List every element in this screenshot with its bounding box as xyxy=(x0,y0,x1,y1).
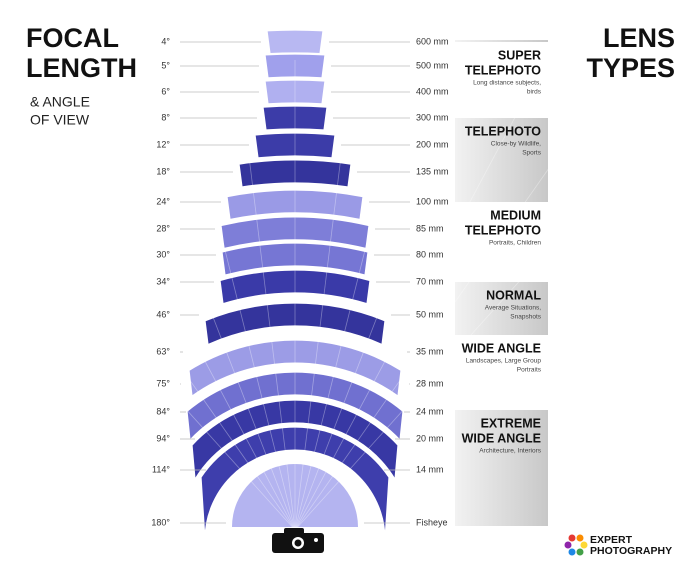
lens-desc: Landscapes, Large Group xyxy=(466,358,542,365)
side-title: LENS xyxy=(603,23,675,53)
angle-label: 18° xyxy=(156,166,170,176)
fan-band xyxy=(221,242,369,276)
fan-band xyxy=(200,426,390,541)
subtitle: & ANGLE xyxy=(30,94,90,110)
lens-name: EXTREME xyxy=(481,416,541,430)
lens-desc: Sports xyxy=(522,150,542,157)
fan-ray xyxy=(237,63,296,531)
fan-band xyxy=(238,159,352,188)
fan-band xyxy=(262,105,328,131)
fan-ray xyxy=(72,114,296,531)
focal-label: 70 mm xyxy=(416,276,444,286)
fan-band xyxy=(188,339,402,398)
lens-desc: Portraits xyxy=(517,367,542,374)
lens-name: NORMAL xyxy=(486,288,541,302)
lens-name: TELEPHOTO xyxy=(465,223,541,237)
focal-label: 14 mm xyxy=(416,464,444,474)
focal-label: 35 mm xyxy=(416,346,444,356)
lens-name: TELEPHOTO xyxy=(465,63,541,77)
angle-label: 46° xyxy=(156,309,170,319)
fan-band xyxy=(264,53,326,79)
lens-desc: Architecture, Interiors xyxy=(479,448,542,455)
lens-name: WIDE ANGLE xyxy=(462,341,541,355)
focal-label: 400 mm xyxy=(416,86,449,96)
side-title: TYPES xyxy=(586,53,675,83)
fan-band xyxy=(204,302,386,346)
fan-band xyxy=(186,371,404,442)
fan-ray xyxy=(23,143,296,531)
lens-box xyxy=(455,335,548,410)
lens-desc: Close-by Wildlife, xyxy=(491,141,541,148)
fan-ray xyxy=(294,90,465,531)
fan-band xyxy=(264,79,326,105)
title: LENGTH xyxy=(26,53,137,83)
lens-name: WIDE ANGLE xyxy=(462,431,541,445)
camera-icon xyxy=(272,528,324,553)
focal-label: 135 mm xyxy=(416,166,449,176)
fan-band xyxy=(254,132,336,159)
fan-band xyxy=(219,269,371,305)
angle-label: 94° xyxy=(156,433,170,443)
fan-ray xyxy=(294,63,353,531)
angle-label: 28° xyxy=(156,223,170,233)
focal-label: 85 mm xyxy=(416,223,444,233)
lens-box xyxy=(455,42,548,118)
lens-name: MEDIUM xyxy=(490,208,541,222)
angle-label: 12° xyxy=(156,139,170,149)
focal-label: 600 mm xyxy=(416,36,449,46)
focal-label: 20 mm xyxy=(416,433,444,443)
fan-band xyxy=(220,216,370,250)
lens-desc: Portraits, Children xyxy=(489,240,541,247)
angle-label: 180° xyxy=(151,517,170,527)
angle-label: 8° xyxy=(161,112,170,122)
angle-label: 84° xyxy=(156,406,170,416)
fan-band xyxy=(232,464,358,527)
focal-label: 50 mm xyxy=(416,309,444,319)
focal-label: 24 mm xyxy=(416,406,444,416)
subtitle: OF VIEW xyxy=(30,112,90,128)
fan-ray xyxy=(125,90,296,531)
lens-desc: Long distance subjects, xyxy=(473,80,541,87)
logo-text: EXPERT xyxy=(590,534,633,546)
lens-panel xyxy=(455,40,548,526)
fan-ray xyxy=(294,73,410,531)
focal-label: 100 mm xyxy=(416,196,449,206)
fan-ray xyxy=(180,73,296,531)
logo-text: PHOTOGRAPHY xyxy=(590,545,672,557)
lens-desc: birds xyxy=(527,89,542,96)
angle-label: 4° xyxy=(161,36,170,46)
focal-label: Fisheye xyxy=(416,517,448,527)
fan-band xyxy=(266,29,324,55)
fan-band xyxy=(226,189,364,221)
lens-name: SUPER xyxy=(498,48,541,62)
focal-label: 28 mm xyxy=(416,378,444,388)
angle-label: 114° xyxy=(152,464,170,474)
angle-label: 5° xyxy=(161,60,170,70)
focal-label: 500 mm xyxy=(416,60,449,70)
angle-label: 24° xyxy=(156,196,170,206)
lens-desc: Snapshots xyxy=(510,314,541,321)
logo-icon xyxy=(564,534,588,556)
angle-label: 6° xyxy=(161,86,170,96)
lens-box xyxy=(455,202,548,282)
lens-name: TELEPHOTO xyxy=(465,124,541,138)
fan-ray xyxy=(294,114,518,531)
lens-desc: Average Situations, xyxy=(485,305,541,312)
title: FOCAL xyxy=(26,23,119,53)
angle-label: 75° xyxy=(156,378,170,388)
fan-band xyxy=(191,399,399,482)
angle-label: 30° xyxy=(156,249,170,259)
focal-label: 300 mm xyxy=(416,112,449,122)
fan-ray xyxy=(294,178,612,531)
angle-label: 34° xyxy=(156,276,170,286)
focal-label: 80 mm xyxy=(416,249,444,259)
angle-label: 63° xyxy=(156,346,170,356)
fan-ray xyxy=(0,202,296,531)
focal-label: 200 mm xyxy=(416,139,449,149)
fan xyxy=(0,29,612,541)
